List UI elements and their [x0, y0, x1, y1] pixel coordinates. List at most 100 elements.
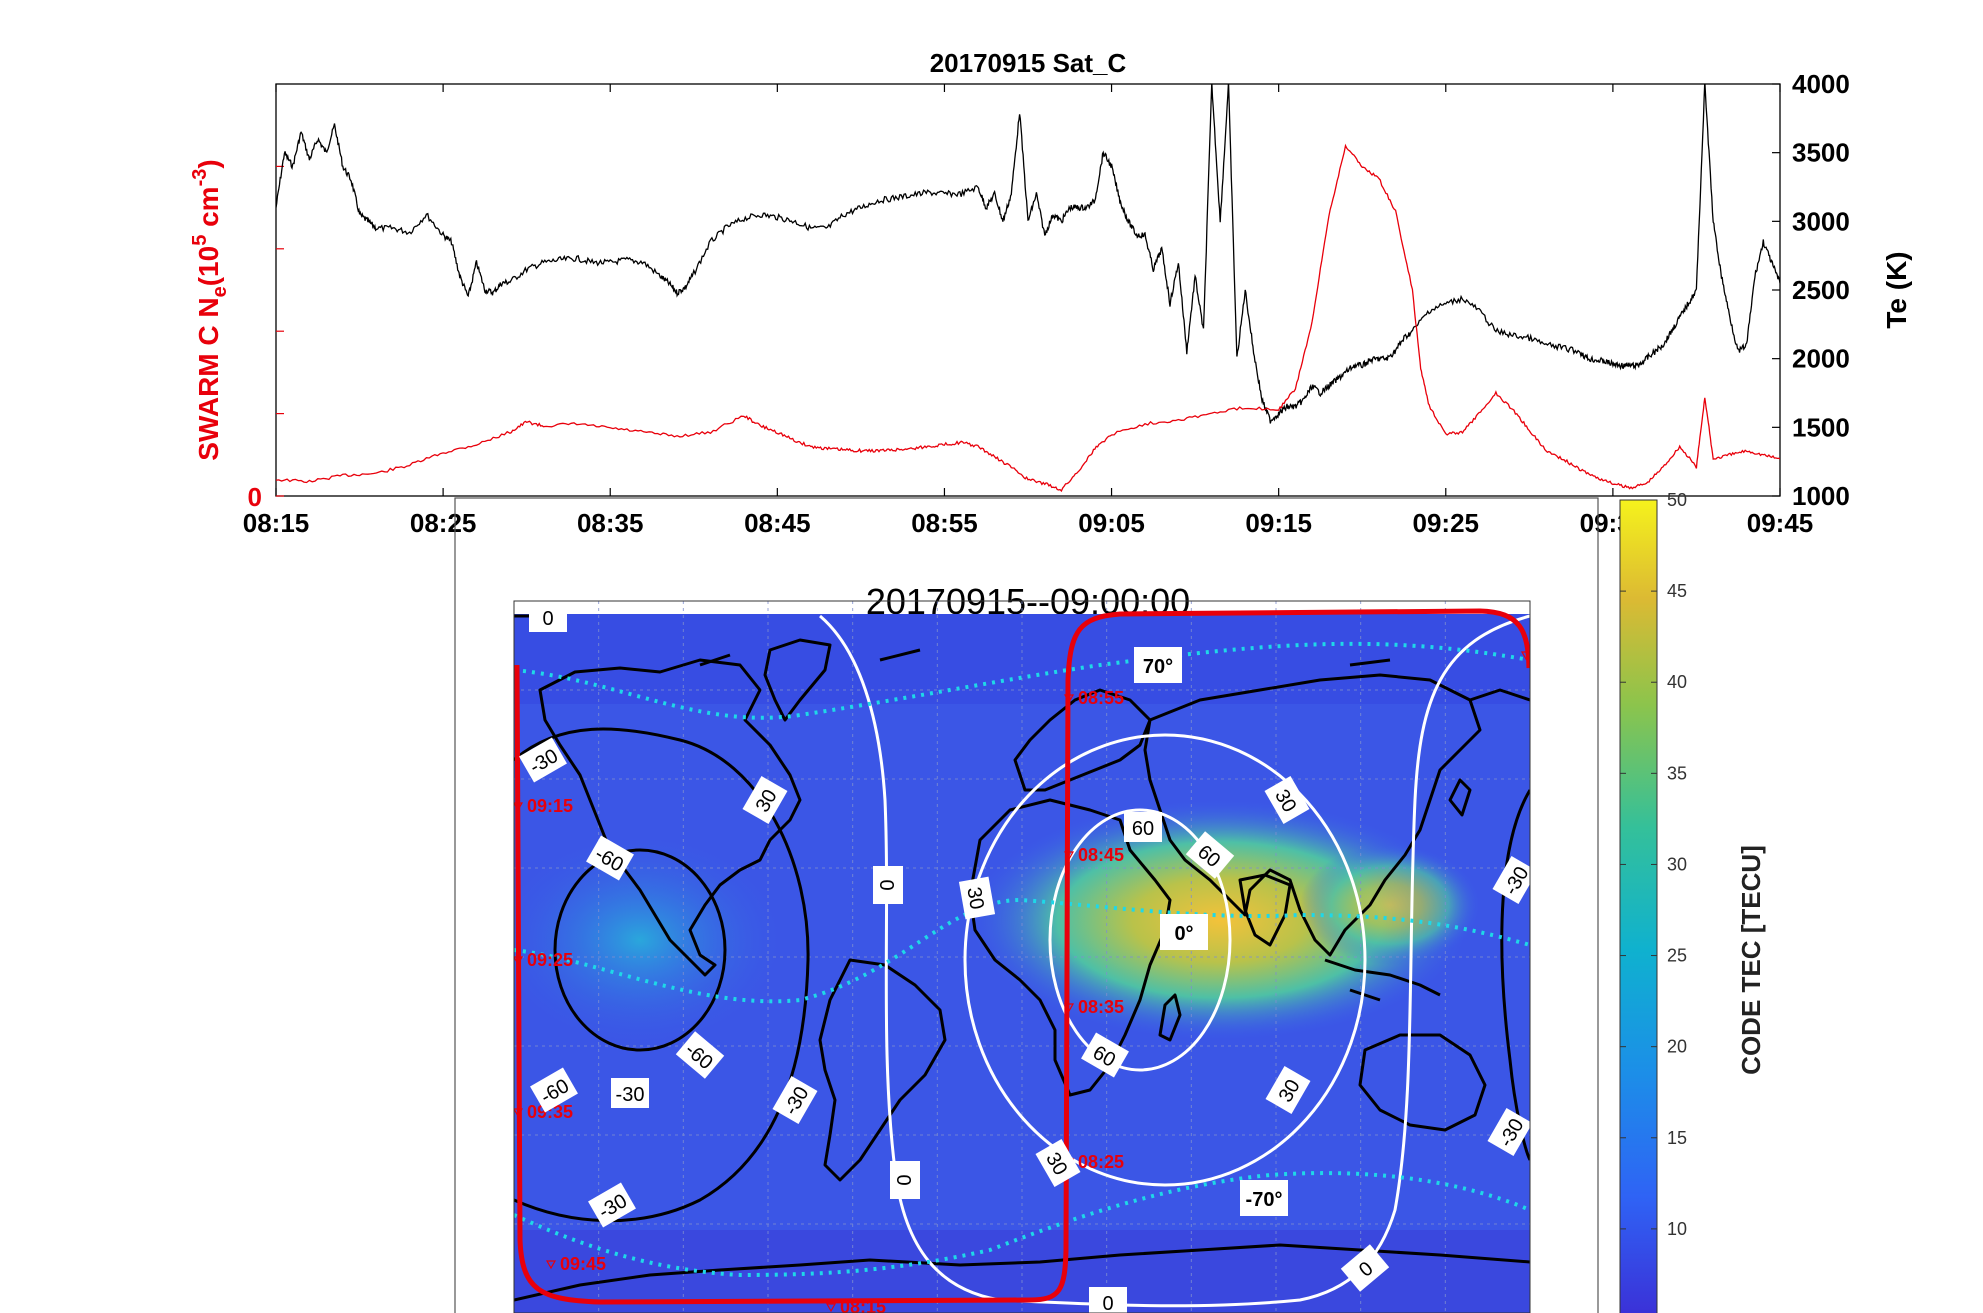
latitude-label: -70°: [1240, 1180, 1288, 1216]
track-triangle-marker: [514, 1108, 524, 1118]
top-x-axis: 08:15 08:25 08:35 08:45 08:55 09:05 09:15 09:25…: [243, 84, 1814, 538]
contour-label-box: [772, 1076, 818, 1124]
track-time-labels: 09:05 08:55 09:15 08:45 09:25 08:35 09:35 08:25…: [514, 651, 1530, 1313]
track-triangle-marker: [514, 956, 524, 966]
contour-label-text: -30: [616, 1084, 645, 1106]
track-time-label: 08:15: [840, 1297, 886, 1313]
contour-zero-east: [999, 614, 1530, 1308]
x-tick-label: 08:55: [911, 508, 978, 538]
contour-label-box: [873, 866, 903, 904]
track-time-label: 09:15: [527, 796, 573, 816]
contour-label-text: 0: [892, 1174, 914, 1185]
x-tick-label: 09:45: [1747, 508, 1814, 538]
latitude-label-text: 70°: [1143, 656, 1173, 678]
white-contour-label: 60: [1081, 1032, 1129, 1078]
arctic-islands: [699, 648, 1391, 667]
japan-coast: [1448, 778, 1472, 817]
ne-series-line: [276, 143, 1780, 493]
tec-enhancement-west: [514, 830, 790, 1050]
white-contour-label: 0: [1340, 1244, 1390, 1292]
contour-label-box: [519, 737, 567, 783]
track-time-label: 08:45: [1078, 845, 1124, 865]
colorbar-tick-label: 40: [1667, 672, 1687, 692]
track-triangle-marker: [825, 1303, 837, 1313]
top-line-chart: 20170915 Sat_C 08:15 08:25 08:35 08:45 08:55…: [189, 48, 1912, 538]
latitude-label-box: [1160, 914, 1208, 950]
white-contour-label: 0: [1089, 1287, 1127, 1313]
right-y-axis-label: Te (K): [1881, 251, 1912, 328]
right-tick-label: 2000: [1792, 344, 1850, 374]
track-triangle-marker: [1063, 1003, 1075, 1013]
southeast-asia-islands: [1324, 958, 1441, 1002]
black-contour-label: -60: [675, 1031, 725, 1079]
x-tick-label: 08:45: [744, 508, 811, 538]
contour-30: [963, 733, 1367, 1187]
contour-label-box: [890, 1161, 920, 1199]
black-contour-label: -30: [611, 1078, 649, 1108]
madagascar-coast: [1158, 993, 1182, 1042]
te-series-line: [276, 84, 1780, 424]
asia-coast: [1143, 673, 1482, 957]
map-frame: [513, 600, 1531, 1313]
left-y-axis-label: SWARM C Ne(105 cm-3): [189, 159, 231, 460]
india-coast: [1238, 873, 1292, 947]
track-time-label: 08:25: [1078, 1152, 1124, 1172]
australia-coast: [1358, 1033, 1487, 1132]
contour-60: [1048, 808, 1232, 1072]
contour-label-text: 60: [1132, 818, 1154, 840]
contour-label-box: [1487, 1108, 1530, 1156]
contour-label-box: [1185, 831, 1235, 879]
contour-label-box: [1089, 1287, 1127, 1313]
contour-label-text: 0: [542, 608, 553, 630]
contour-label-box: [1035, 1139, 1081, 1187]
white-contour-label: 0: [890, 1161, 920, 1199]
colorbar-gradient: [1619, 499, 1658, 1313]
latitude-label-box: [1240, 1180, 1288, 1216]
x-tick-label: 08:15: [243, 508, 310, 538]
track-time-label: 08:55: [1078, 688, 1124, 708]
contour-minus30-west: [514, 727, 810, 1223]
contour-label-text: 0: [1102, 1293, 1113, 1313]
x-tick-label: 09:05: [1078, 508, 1145, 538]
antarctica-coast: [514, 1243, 1530, 1302]
latitude-label: 0°: [1160, 914, 1208, 950]
colorbar-tick-label: 25: [1667, 946, 1687, 966]
black-contour-label: 0: [529, 602, 567, 632]
tec-map-panel: 20170915--09:00:00: [454, 490, 1766, 1313]
contour-label-box: [742, 776, 788, 824]
colorbar: 50 45 40 35 30 25 20 15 10 CODE TEC [TECU]: [1619, 490, 1766, 1313]
track-triangle-marker: [1520, 651, 1530, 661]
contour-label-box: [530, 1067, 578, 1113]
x-tick-label: 08:25: [410, 508, 477, 538]
white-contour-label: 30: [958, 876, 996, 920]
colorbar-label: CODE TEC [TECU]: [1736, 845, 1766, 1075]
colorbar-tick-label: 15: [1667, 1128, 1687, 1148]
track-time-label: 09:35: [527, 1102, 573, 1122]
latitude-label-box: [1134, 647, 1182, 683]
contour-label-box: [1081, 1032, 1129, 1078]
contour-label-box: [586, 835, 634, 881]
east-siberia-coast: [1469, 688, 1530, 702]
europe-coast: [1013, 688, 1152, 792]
right-tick-label: 2500: [1792, 275, 1850, 305]
latitude-label-text: 0°: [1174, 923, 1193, 945]
track-triangle-marker: [1063, 694, 1075, 704]
colorbar-tick-label: 30: [1667, 854, 1687, 874]
white-contour-label: 0: [873, 866, 903, 904]
contour-label-box: [1265, 1066, 1311, 1114]
map-outer-frame: [454, 497, 1599, 1313]
colorbar-tick-label: 35: [1667, 763, 1687, 783]
mlat-minus70: [514, 1171, 1530, 1278]
right-tick-label: 3000: [1792, 206, 1850, 236]
contour-label-box: [529, 602, 567, 632]
contour-label-box: [1124, 812, 1162, 842]
x-tick-label: 08:35: [577, 508, 644, 538]
track-triangle-marker: [514, 802, 524, 812]
left-axis-zero-label: 0: [248, 482, 262, 512]
white-contour-label: 60: [1124, 812, 1162, 842]
contour-minus60: [553, 848, 727, 1052]
contour-label-box: [675, 1031, 725, 1079]
greenland-coast: [763, 638, 832, 722]
track-time-label: 09:45: [560, 1254, 606, 1274]
right-tick-label: 1500: [1792, 412, 1850, 442]
